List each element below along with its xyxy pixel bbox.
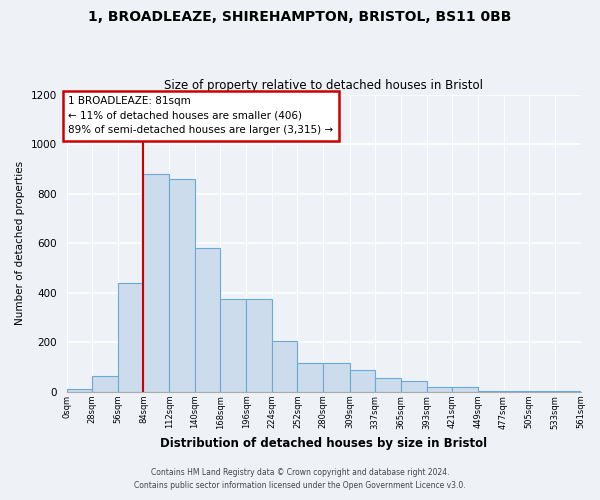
Bar bbox=[478, 390, 503, 392]
Bar bbox=[169, 179, 195, 392]
Text: 1, BROADLEAZE, SHIREHAMPTON, BRISTOL, BS11 0BB: 1, BROADLEAZE, SHIREHAMPTON, BRISTOL, BS… bbox=[88, 10, 512, 24]
Bar bbox=[67, 390, 92, 392]
Bar bbox=[401, 380, 427, 392]
Title: Size of property relative to detached houses in Bristol: Size of property relative to detached ho… bbox=[164, 79, 483, 92]
Bar bbox=[427, 388, 452, 392]
Bar bbox=[529, 390, 555, 392]
Y-axis label: Number of detached properties: Number of detached properties bbox=[15, 161, 25, 326]
Bar bbox=[92, 376, 118, 392]
Bar bbox=[143, 174, 169, 392]
Bar bbox=[555, 390, 581, 392]
Bar bbox=[375, 378, 401, 392]
Bar bbox=[195, 248, 220, 392]
Bar bbox=[272, 341, 298, 392]
Bar bbox=[298, 364, 323, 392]
Bar bbox=[246, 299, 272, 392]
X-axis label: Distribution of detached houses by size in Bristol: Distribution of detached houses by size … bbox=[160, 437, 487, 450]
Bar bbox=[323, 364, 350, 392]
Bar bbox=[350, 370, 375, 392]
Bar bbox=[452, 388, 478, 392]
Text: Contains HM Land Registry data © Crown copyright and database right 2024.
Contai: Contains HM Land Registry data © Crown c… bbox=[134, 468, 466, 490]
Bar bbox=[118, 283, 143, 392]
Bar bbox=[220, 299, 246, 392]
Text: 1 BROADLEAZE: 81sqm
← 11% of detached houses are smaller (406)
89% of semi-detac: 1 BROADLEAZE: 81sqm ← 11% of detached ho… bbox=[68, 96, 334, 136]
Bar bbox=[503, 390, 529, 392]
